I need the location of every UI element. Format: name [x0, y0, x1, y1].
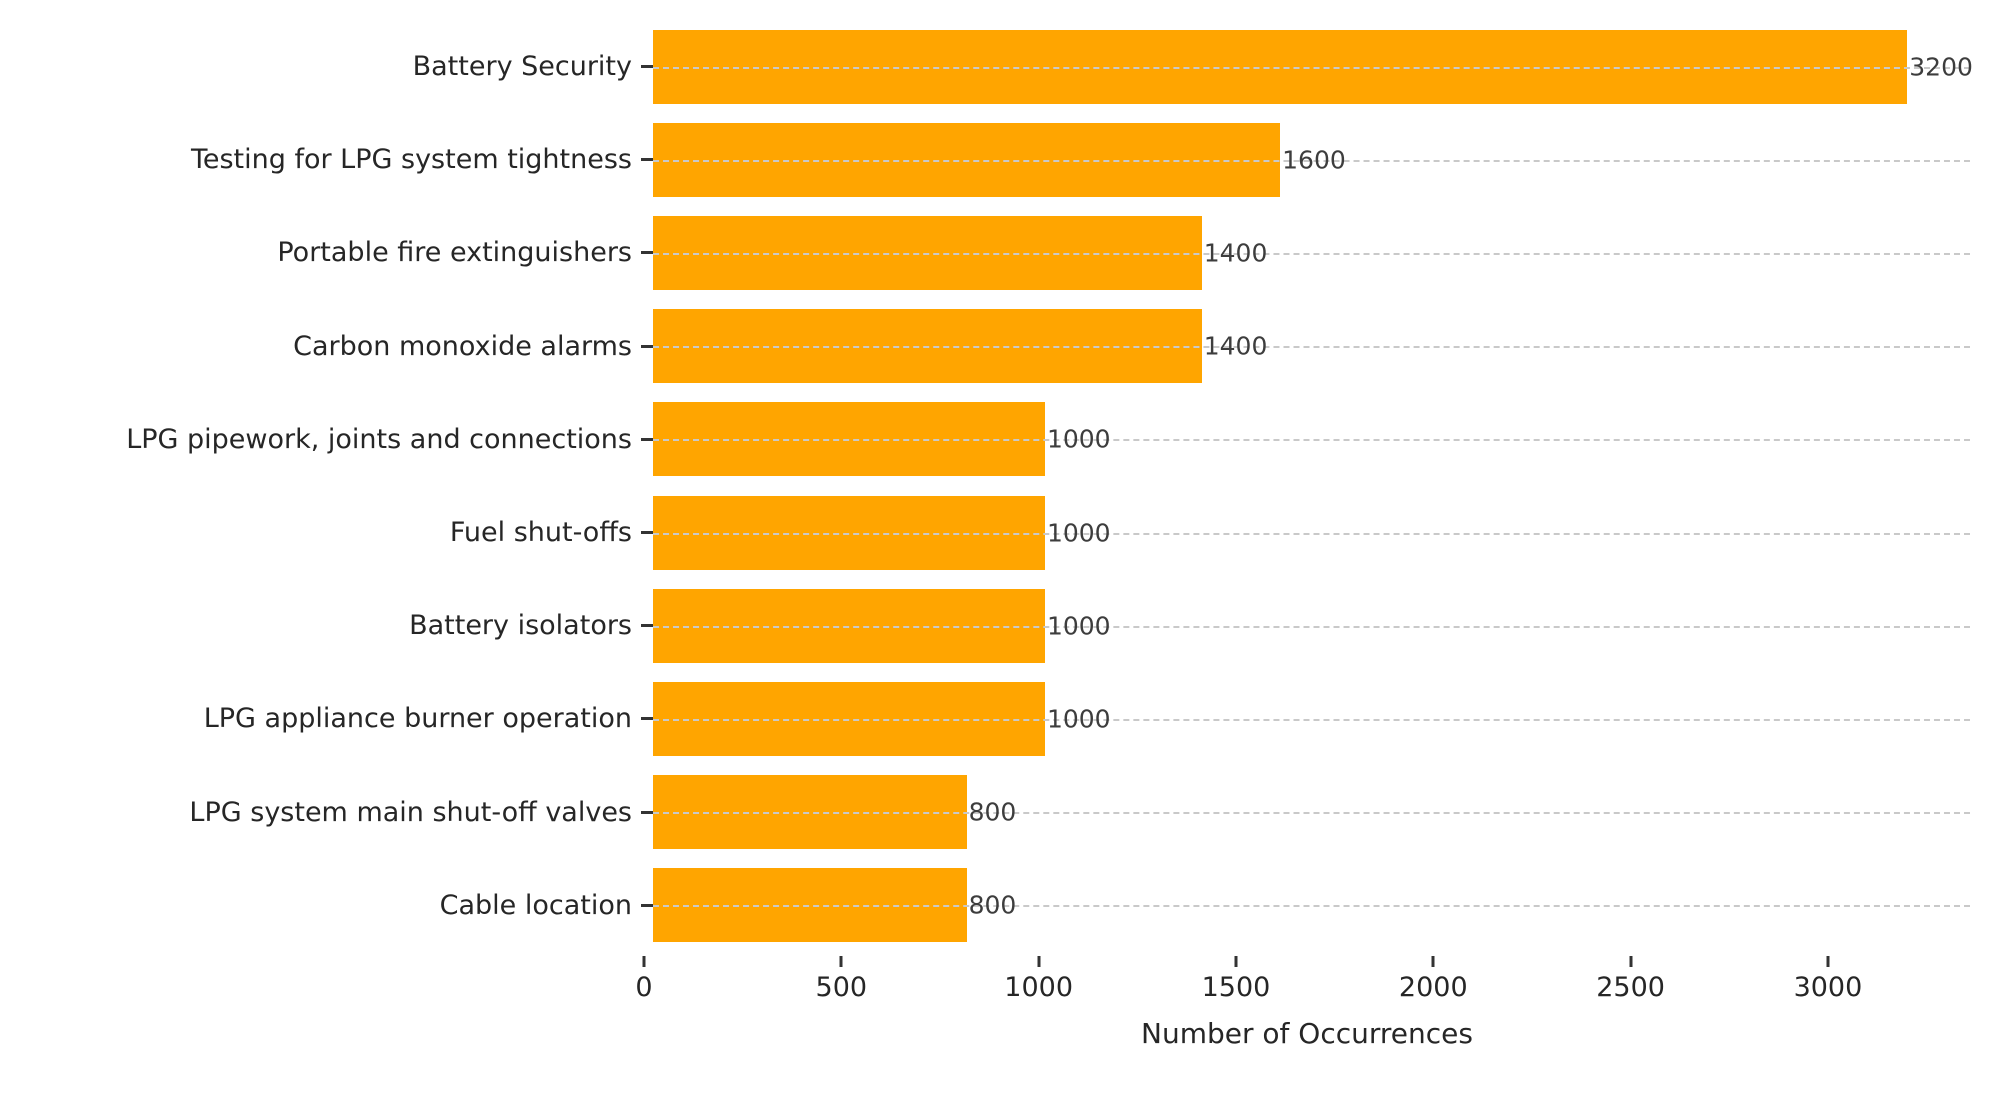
value-label: 3200 — [1909, 52, 1973, 82]
gridline — [653, 905, 1970, 908]
x-tick-mark — [839, 956, 843, 967]
y-tick-mark — [641, 624, 653, 628]
x-tick-label: 0 — [635, 972, 653, 1003]
y-tick-mark — [641, 344, 653, 348]
value-label: 1000 — [1046, 704, 1111, 734]
category-label: Battery Security — [412, 51, 632, 83]
bar-row: Cable location 800 — [0, 859, 2000, 952]
gridline — [653, 439, 1970, 442]
x-tick-mark — [1234, 956, 1238, 967]
bar-track: 1000 — [653, 393, 1970, 486]
x-tick-label: 1000 — [1004, 972, 1073, 1003]
bar-track: 1400 — [653, 300, 1970, 393]
x-tick-mark — [1431, 956, 1435, 967]
category-label: Fuel shut-offs — [449, 517, 632, 549]
x-tick-label: 3000 — [1793, 972, 1863, 1003]
y-tick-mark — [641, 65, 653, 69]
value-label: 1000 — [1046, 424, 1111, 454]
x-tick-label: 2000 — [1398, 972, 1468, 1003]
value-label: 1400 — [1203, 238, 1268, 268]
bar-row: Testing for LPG system tightness 1600 — [0, 113, 2000, 206]
gridline — [653, 812, 1970, 815]
category-label: LPG pipework, joints and connections — [126, 423, 632, 455]
y-tick-mark — [641, 158, 653, 162]
y-tick-mark — [641, 437, 653, 441]
bar-track: 3200 — [653, 20, 1973, 113]
gridline — [653, 718, 1970, 721]
gridline — [653, 346, 1970, 349]
category-label: LPG system main shut-off valves — [189, 796, 632, 828]
bar-track: 1000 — [653, 672, 1970, 765]
x-tick-label: 500 — [815, 972, 868, 1003]
x-tick-mark — [642, 956, 646, 967]
value-label: 800 — [968, 797, 1017, 827]
x-tick-label: 2500 — [1596, 972, 1665, 1003]
x-tick-label: 1500 — [1201, 972, 1271, 1003]
bar-row: Portable fire extinguishers 1400 — [0, 206, 2000, 299]
y-tick-mark — [641, 717, 653, 721]
gridline — [653, 66, 1970, 69]
category-label: LPG appliance burner operation — [203, 703, 632, 735]
bar-track: 1400 — [653, 206, 1970, 299]
bar-row: Battery Security 3200 — [0, 20, 2000, 113]
bar-track: 800 — [653, 859, 1970, 952]
y-tick-mark — [641, 251, 653, 255]
bar-row: Carbon monoxide alarms 1400 — [0, 300, 2000, 393]
bar-row: LPG appliance burner operation 1000 — [0, 672, 2000, 765]
value-label: 1400 — [1203, 331, 1268, 361]
category-label: Testing for LPG system tightness — [190, 144, 632, 176]
x-tick-mark — [1037, 956, 1041, 967]
gridline — [653, 159, 1970, 162]
value-label: 800 — [968, 890, 1017, 920]
bar-row: LPG system main shut-off valves 800 — [0, 766, 2000, 859]
x-tick-mark — [1826, 956, 1830, 967]
x-tick-mark — [1629, 956, 1633, 967]
category-label: Portable fire extinguishers — [277, 237, 632, 269]
y-tick-mark — [641, 810, 653, 814]
value-label: 1600 — [1282, 145, 1346, 175]
gridline — [653, 252, 1970, 255]
bar-row: Battery isolators 1000 — [0, 579, 2000, 672]
category-label: Carbon monoxide alarms — [293, 330, 632, 362]
gridline — [653, 625, 1970, 628]
gridline — [653, 532, 1970, 535]
category-label: Battery isolators — [409, 610, 632, 642]
plot-rows: Battery Security 3200 Testing for LPG syst… — [0, 20, 2000, 952]
bar-track: 1000 — [653, 486, 1970, 579]
bar-row: LPG pipework, joints and connections 1000 — [0, 393, 2000, 486]
y-tick-mark — [641, 903, 653, 907]
bar-track: 1000 — [653, 579, 1970, 672]
value-label: 1000 — [1046, 518, 1111, 548]
x-axis-label: Number of Occurrences — [1141, 1017, 1473, 1050]
x-axis: Number of Occurrences 0 500 1000 1500 2000 25… — [635, 952, 1970, 1102]
y-tick-mark — [641, 531, 653, 535]
bar-row: Fuel shut-offs 1000 — [0, 486, 2000, 579]
bar-track: 800 — [653, 766, 1970, 859]
category-label: Cable location — [439, 889, 632, 921]
bar-track: 1600 — [653, 113, 1970, 206]
value-label: 1000 — [1046, 611, 1111, 641]
